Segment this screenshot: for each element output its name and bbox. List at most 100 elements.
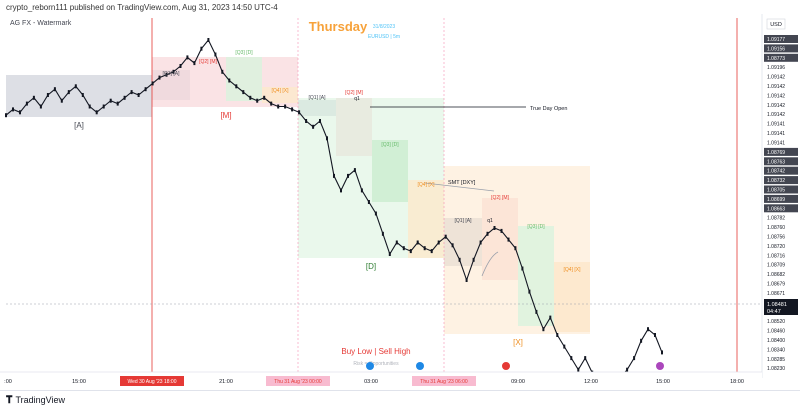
price-candle [137,93,140,97]
q3-d-3: [Q3] [D] [527,224,545,230]
y-tick-label: 1.08460 [767,329,785,335]
price-candle [493,226,496,230]
x-session-badge [120,376,184,386]
y-tick-highlight [764,166,798,175]
price-candle [367,200,370,204]
box-d-label: [D] [366,262,376,271]
swing-curve [481,251,499,277]
price-candle [228,78,231,83]
price-candle [60,98,63,103]
slogan-sub: Risk = Opportunities [353,361,399,367]
price-candle [444,234,447,239]
y-tick-label: 1.08682 [767,272,785,278]
y-tick-highlight [764,194,798,203]
day-title: Thursday [309,19,368,34]
y-tick-label: 1.09141 [767,141,785,147]
price-candle [626,367,629,372]
price-candle [528,289,531,294]
price-candle [563,344,566,349]
y-tick-label: 1.09142 [767,75,785,81]
price-candle [165,72,168,77]
price-candle [486,231,489,236]
price-candle [249,95,252,100]
price-candle [521,266,524,271]
price-candle [514,246,517,251]
q4-x-2: [Q4] [X] [418,182,436,188]
price-candle [242,90,245,95]
price-candle [472,257,475,262]
price-candle [640,338,643,343]
box-q3-2 [372,140,408,202]
y-tick-label: 1.08679 [767,282,785,288]
box-q4-3 [554,262,590,332]
y-tick-highlight [764,53,798,62]
x-session-label: Wed 30 Aug '23 18:00 [128,379,177,385]
y-tick-highlight [764,204,798,213]
footer-brand[interactable]: TradingView [15,395,65,405]
price-candle [158,75,161,80]
x-tick-label: 03:00 [364,379,378,385]
y-tick-label: 1.09177 [767,37,785,43]
y-tick-label: 1.08699 [767,197,785,203]
y-tick-label: 1.08763 [767,159,785,165]
q4-x-1: [Q4] [X] [272,88,290,94]
price-candle [39,104,42,109]
x-axis-ticks: :00 15:00 21:00 03:00 09:00 12:00 15:00 18:00 We… [4,376,744,386]
y-tick-label: 1.08782 [767,216,785,222]
q4-x-3: [Q4] [X] [564,267,582,273]
smt-line [424,182,495,192]
event-icon-3 [502,362,510,370]
price-candle [437,240,440,245]
y-tick-label: 1.09142 [767,103,785,109]
q1-label-2: q1 [487,218,493,224]
price-candle [284,104,287,109]
price-candle [319,119,321,123]
price-candle [256,98,259,103]
price-candle [570,356,573,361]
price-candle [647,327,649,332]
price-candle [200,46,203,51]
y-tick-label: 1.08230 [767,366,785,372]
price-candle [186,55,189,60]
price-candle [207,38,210,42]
true-day-open-label: True Day Open [530,106,567,112]
price-candle [46,93,49,97]
price-candle [305,119,308,123]
y-tick-highlight [764,35,798,43]
currency-label: USD [770,22,782,28]
price-candle [374,211,377,216]
x-tick-label: 12:00 [584,379,598,385]
currency-badge [766,18,786,30]
chart-canvas[interactable]: [A] [M] [D] [X] [Q1] [A] [Q2] [M] [Q3] [… [0,0,800,390]
price-candle [326,136,328,141]
y-tick-highlight [764,44,798,53]
y-tick-label: 1.08400 [767,338,785,344]
date-label: 31/8/2023 [373,24,395,30]
price-candle [458,257,461,262]
price-candle [465,278,468,282]
last-price-label: 1.08481 [767,302,787,308]
x-session-badge [412,376,476,386]
y-tick-label: 1.09141 [767,131,785,137]
price-candle [409,249,412,254]
price-candle [123,95,126,100]
price-candle [144,87,147,92]
box-asia-1 [6,75,152,117]
x-tick-label: 09:00 [511,379,525,385]
price-candle [53,87,56,92]
y-tick-highlight [764,185,798,194]
x-tick-label: :00 [4,379,12,385]
price-candle [423,246,426,251]
countdown-label: 04:47 [767,309,781,315]
box-m-label: [M] [220,111,231,120]
price-candle [353,168,356,173]
price-candle [298,110,301,115]
x-tick-label: 21:00 [219,379,233,385]
price-candle [381,231,384,236]
price-candle [360,188,363,193]
price-candle [151,81,154,86]
x-axis-panel [0,372,762,390]
y-tick-label: 1.09141 [767,122,785,128]
event-icon-2 [416,362,424,370]
y-tick-label: 1.08709 [767,263,785,269]
